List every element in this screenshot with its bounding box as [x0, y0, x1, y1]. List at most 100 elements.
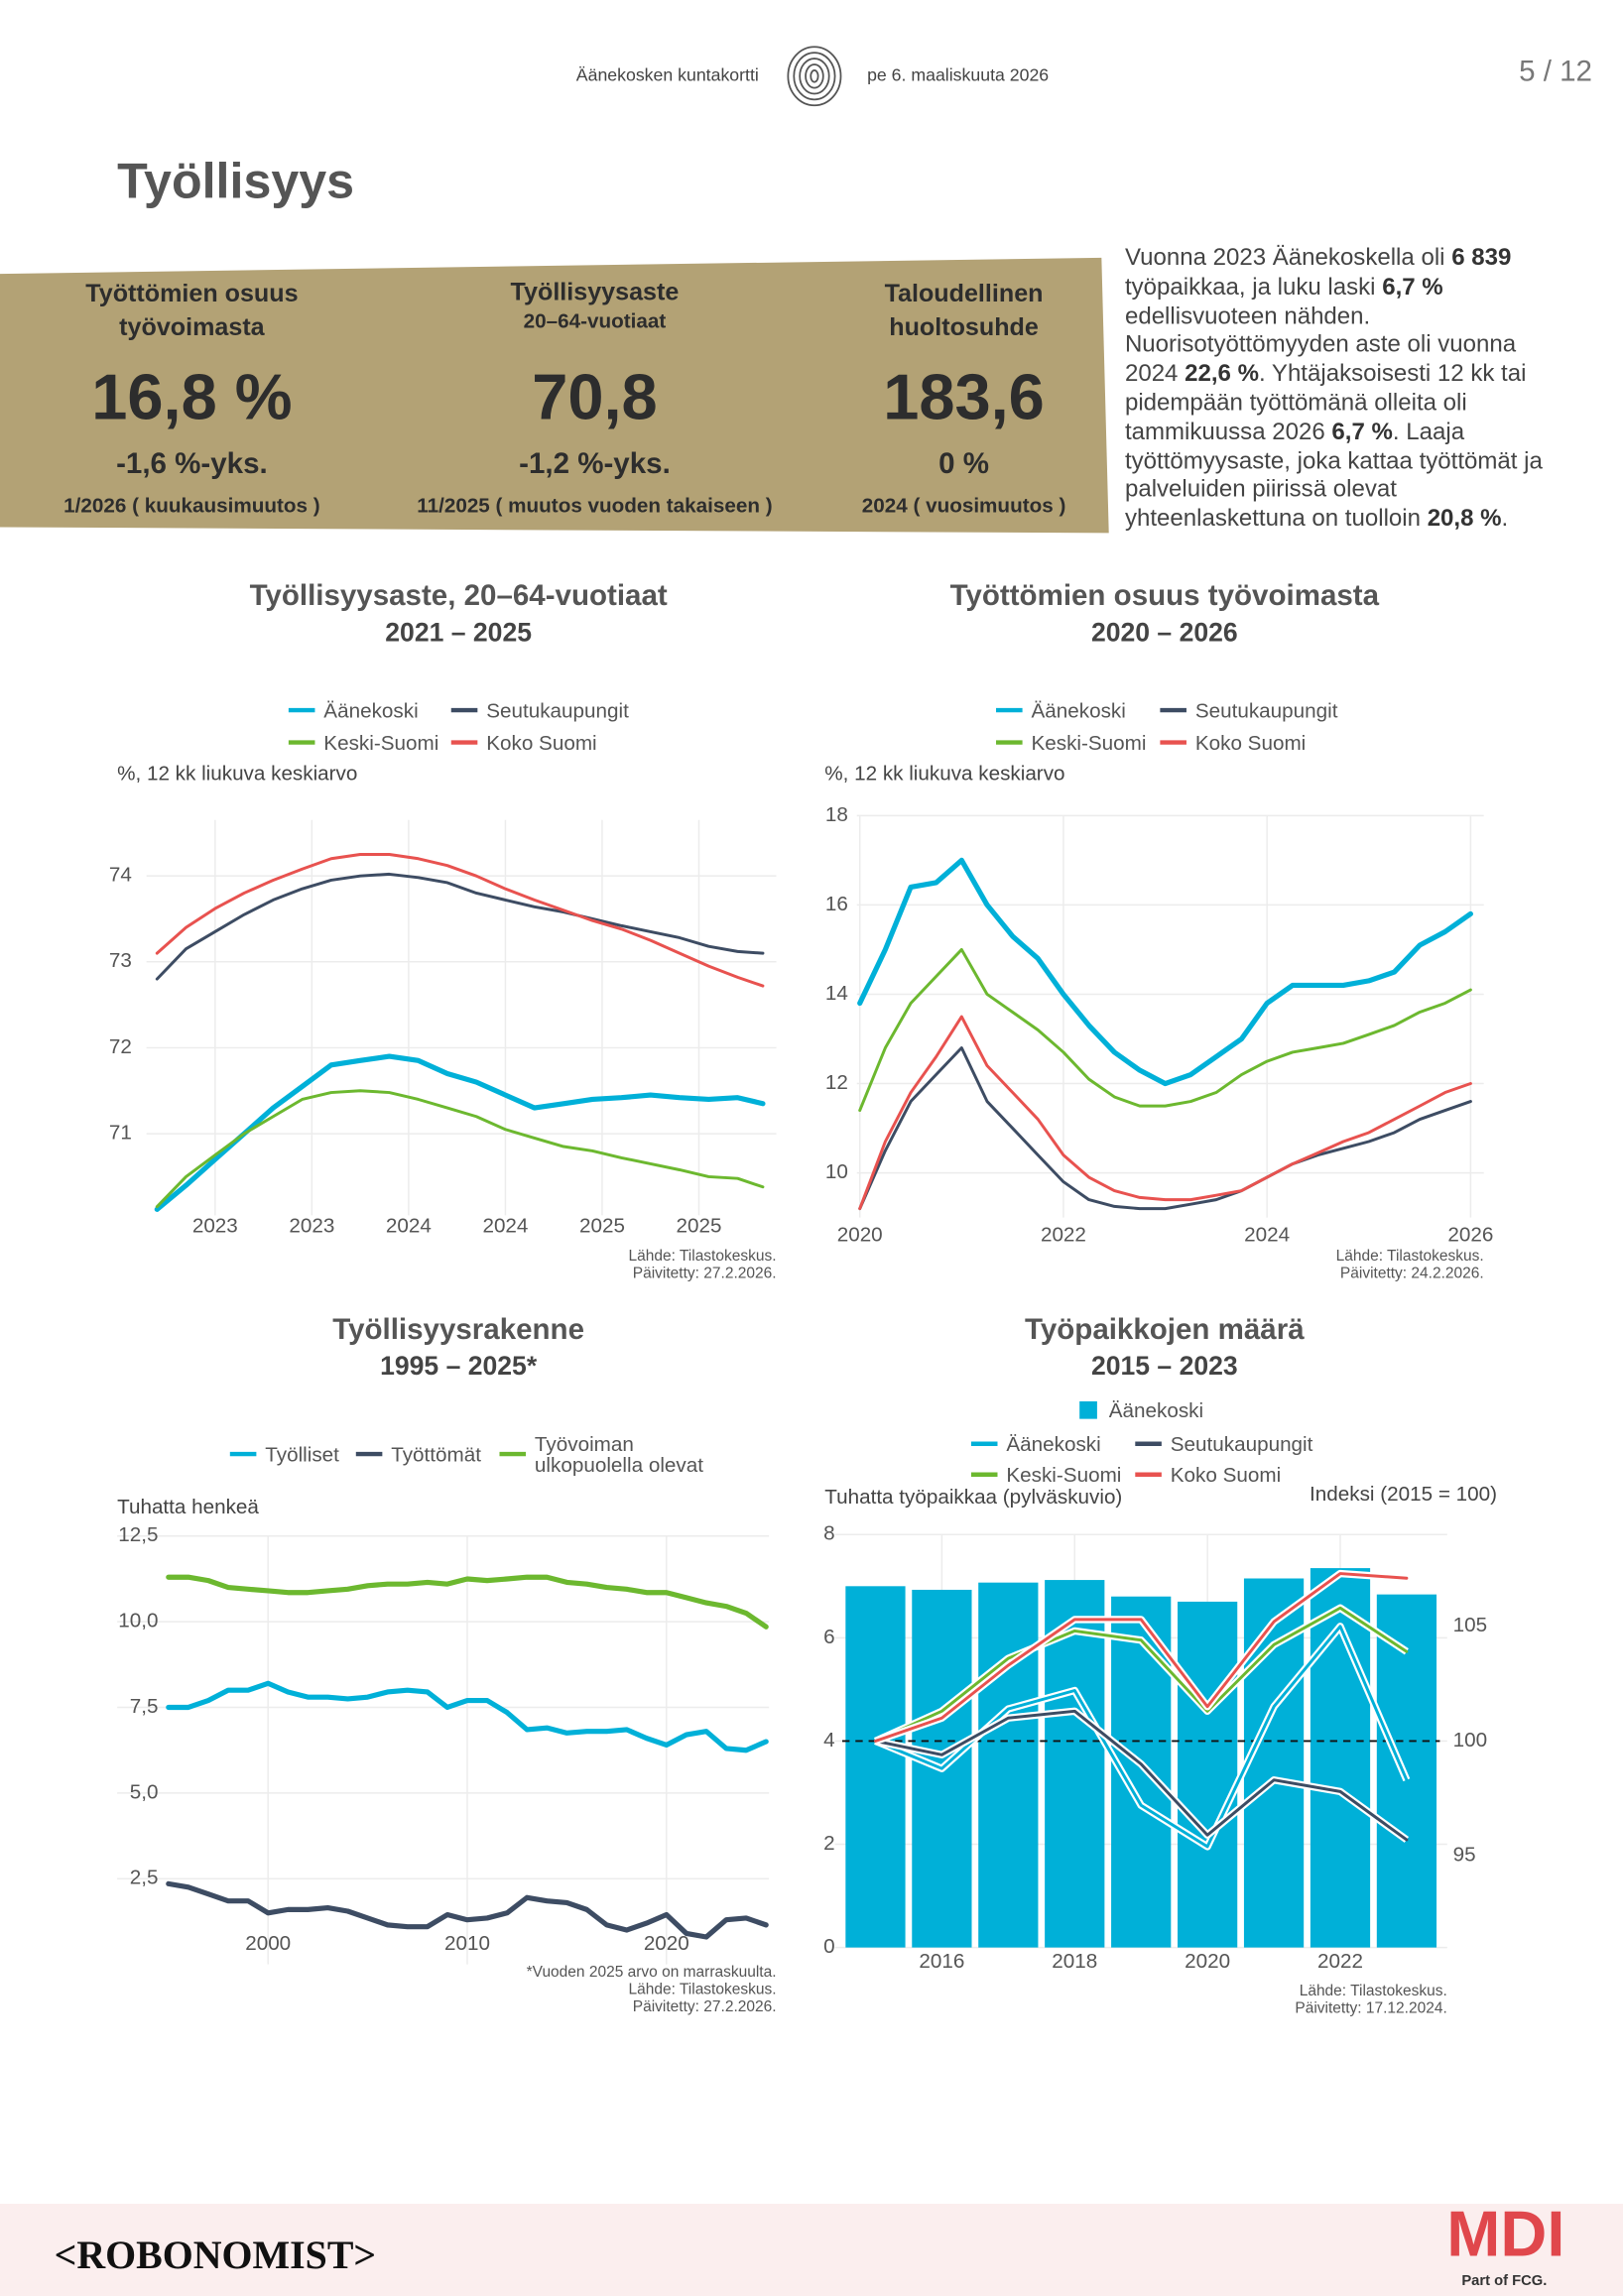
- kpi-value: 70,8: [532, 361, 658, 434]
- summary-highlight: 6 839: [1451, 244, 1512, 272]
- legend-label-box: Keski-Suomi: [323, 730, 439, 755]
- y-axis-label: %, 12 kk liukuva keskiarvo: [117, 762, 357, 785]
- legend-label: Työvoiman ulkopuolella olevat: [534, 1431, 704, 1477]
- y2-axis-label: Indeksi (2015 = 100): [1310, 1483, 1497, 1506]
- x-tick-label: 2024: [386, 1215, 432, 1238]
- source-note: Lähde: Tilastokeskus.: [1300, 1983, 1447, 1999]
- legend-label-box: Äänekoski: [1006, 1431, 1101, 1456]
- legend-label: Keski-Suomi: [323, 730, 439, 755]
- series-line: [166, 1880, 769, 1940]
- legend-label-box: Työvoiman ulkopuolella olevat: [534, 1431, 704, 1477]
- header-date: pe 6. maaliskuuta 2026: [867, 64, 1049, 84]
- legend-label-box: Seutukaupungit: [1170, 1431, 1313, 1456]
- chart-subtitle: 2015 – 2023: [1091, 1351, 1238, 1381]
- x-tick-label: 2025: [677, 1215, 722, 1238]
- summary-highlight: 6,7 %: [1331, 418, 1393, 445]
- legend-label-box: Työttömät: [391, 1444, 481, 1465]
- y-tick-label: 10: [825, 1160, 848, 1183]
- legend-label-box: Seutukaupungit: [486, 698, 629, 722]
- summary-segment: edellisvuoteen nähden. Nuorisotyöttömyyd…: [1124, 302, 1517, 388]
- series-line: [874, 1606, 1409, 1743]
- legend-label-box: Äänekoski: [323, 698, 419, 722]
- footer-band: [0, 2203, 1623, 2296]
- y-tick-label: 8: [823, 1522, 835, 1545]
- series-line: [857, 857, 1473, 1087]
- chart-title: Työpaikkojen määrä: [1025, 1313, 1305, 1346]
- bar: [978, 1582, 1039, 1948]
- series-line: [874, 1572, 1409, 1743]
- summary-segment: .: [1501, 505, 1509, 533]
- y-tick-label: 4: [823, 1729, 835, 1752]
- kpi-title: Työttömien osuus työvoimasta: [85, 279, 299, 342]
- legend-label: Koko Suomi: [1194, 730, 1307, 755]
- y-tick-label: 6: [823, 1626, 835, 1648]
- kpi-band: [0, 257, 1109, 534]
- y-axis-label: Tuhatta työpaikkaa (pylväskuvio): [824, 1486, 1122, 1509]
- legend-label-box: Koko Suomi: [1194, 730, 1307, 755]
- x-tick-label: 2018: [1052, 1950, 1097, 1973]
- kpi-change: 0 %: [938, 447, 989, 481]
- series-line: [155, 872, 765, 981]
- chart-subtitle: 2020 – 2026: [1091, 617, 1238, 647]
- x-tick-label: 2023: [289, 1215, 334, 1238]
- y-tick-label: 10,0: [118, 1610, 158, 1632]
- legend-label-box: Keski-Suomi: [1006, 1464, 1121, 1485]
- series-line: [858, 1015, 1472, 1211]
- kpi-change: -1,2 %-yks.: [519, 447, 671, 481]
- x-tick-label: 2022: [1317, 1950, 1363, 1973]
- page-title: Työllisyys: [117, 153, 354, 208]
- footer-logo-left: <ROBONOMIST>: [55, 2233, 376, 2277]
- legend-label: Työlliset: [265, 1442, 339, 1466]
- series-line: [155, 853, 765, 988]
- x-tick-label: 2025: [579, 1215, 625, 1238]
- y-tick-label: 2: [823, 1832, 835, 1855]
- kpi-title: Työllisyysaste: [510, 278, 680, 306]
- y-tick-label: 7,5: [130, 1695, 159, 1718]
- kpi: Työllisyysaste 20–64-vuotiaat 70,8 -1,2 %-y…: [390, 277, 800, 526]
- x-tick-label: 2024: [482, 1215, 528, 1238]
- x-tick-label: 2010: [444, 1932, 490, 1955]
- x-tick-label: 2022: [1041, 1224, 1086, 1247]
- bar: [1243, 1578, 1305, 1948]
- kpi-title: Taloudellinen huoltosuhde: [884, 279, 1044, 342]
- x-tick-label: 2020: [837, 1224, 883, 1247]
- legend-label: Seutukaupungit: [486, 698, 629, 722]
- chart-title: Työttömien osuus työvoimasta: [950, 579, 1380, 612]
- y-tick-label: 14: [825, 982, 848, 1005]
- x-tick-label: 2020: [644, 1932, 689, 1955]
- legend-label-box: Äänekoski: [1109, 1399, 1203, 1420]
- summary-text: Vuonna 2023 Äänekoskella oli 6 839 työpa…: [1125, 245, 1553, 535]
- y-tick-label: 5,0: [130, 1780, 159, 1803]
- series-line: [858, 947, 1472, 1113]
- y-tick-label: 72: [109, 1035, 132, 1058]
- legend-label: Koko Suomi: [486, 730, 597, 755]
- source-note: Lähde: Tilastokeskus.: [628, 1248, 776, 1265]
- legend-label-box: Työlliset: [265, 1442, 339, 1466]
- legend-label-box: Äänekoski: [1031, 700, 1125, 721]
- y2-tick-label: 95: [1453, 1844, 1476, 1867]
- legend-label: Äänekoski: [323, 698, 419, 722]
- legend-label: Äänekoski: [1006, 1431, 1101, 1456]
- source-note: Päivitetty: 27.2.2026.: [633, 1266, 777, 1282]
- legend-label-box: Koko Suomi: [486, 730, 597, 755]
- source-note: *Vuoden 2025 arvo on marraskuulta.: [527, 1964, 777, 1981]
- source-note: Päivitetty: 27.2.2026.: [633, 1998, 777, 2015]
- x-tick-label: 2020: [1185, 1950, 1230, 1973]
- legend-label: Seutukaupungit: [1194, 698, 1338, 722]
- bar: [845, 1586, 906, 1948]
- legend-label: Keski-Suomi: [1031, 730, 1147, 755]
- kpi-period: 11/2025 ( muutos vuoden takaiseen ): [417, 493, 773, 518]
- source-note: Päivitetty: 17.12.2024.: [1295, 2000, 1446, 2017]
- legend-label: Seutukaupungit: [1170, 1431, 1313, 1456]
- footer-logo-right: MDI: [1446, 2198, 1564, 2270]
- fingerprint-icon: [787, 46, 842, 107]
- y-tick-label: 16: [825, 893, 848, 915]
- x-tick-label: 2016: [919, 1950, 964, 1973]
- y-tick-label: 71: [109, 1122, 132, 1145]
- legend-label-box: Koko Suomi: [1170, 1462, 1282, 1487]
- series-line: [166, 1680, 769, 1753]
- legend-label: Koko Suomi: [1170, 1462, 1282, 1487]
